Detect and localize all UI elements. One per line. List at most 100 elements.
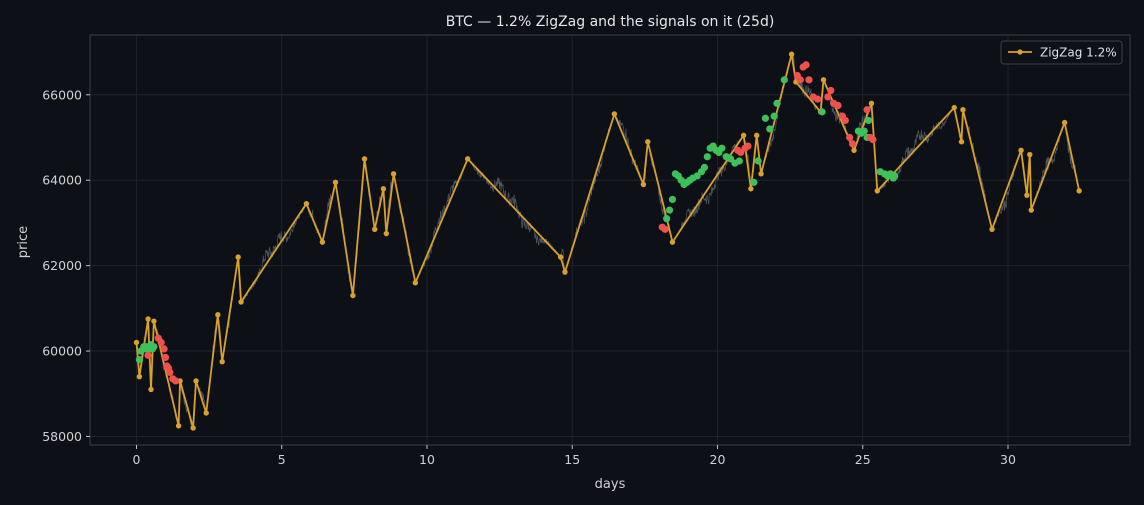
zigzag-pivot-point (640, 181, 647, 188)
zigzag-pivot-point (383, 230, 390, 237)
zigzag-pivot-point (820, 77, 827, 83)
zigzag-pivot-point (645, 139, 651, 145)
buy-signal-point (754, 157, 762, 165)
legend: ZigZag 1.2% (1000, 40, 1123, 65)
zigzag-pivot-point (960, 107, 966, 113)
y-tick-label: 64000 (42, 173, 82, 188)
zigzag-pivot-point (319, 239, 326, 245)
sell-signal-point (160, 345, 168, 353)
zigzag-pivot-point (611, 111, 618, 117)
zigzag-pivot-point (371, 226, 378, 233)
buy-signal-point (150, 343, 158, 351)
buy-signal-point (718, 144, 726, 152)
buy-signal-point (864, 116, 873, 125)
plot-area (90, 35, 1130, 445)
plot-frame (89, 34, 1131, 446)
zigzag-pivot-point (748, 186, 754, 192)
sell-signal-point (848, 140, 857, 148)
zigzag-pivot-point (215, 312, 221, 318)
zigzag-pivot-point (958, 139, 965, 145)
buy-signal-point (668, 195, 677, 204)
x-tick-label: 25 (855, 452, 871, 467)
zigzag-pivot-point (1027, 151, 1033, 158)
sell-signal-point (827, 86, 835, 95)
zigzag-pivot-point (754, 132, 760, 139)
sell-signal-point (172, 377, 180, 385)
buy-signal-point (665, 206, 674, 214)
buy-signal-point (735, 157, 743, 165)
buy-signal-point (891, 172, 899, 180)
sell-signal-point (824, 93, 832, 101)
buy-signal-point (761, 114, 770, 122)
buy-signal-point (663, 215, 671, 223)
y-tick-label: 58000 (42, 429, 82, 444)
zigzag-pivot-point (851, 147, 857, 154)
sell-signal-point (805, 76, 813, 84)
buy-signal-point (770, 112, 778, 120)
zigzag-pivot-point (562, 269, 568, 275)
zigzag-pivot-point (669, 239, 676, 245)
zigzag-line (135, 53, 1081, 429)
zigzag-pivot-point (1024, 192, 1030, 198)
x-tick-label: 0 (133, 452, 141, 467)
sell-signal-point (814, 95, 822, 103)
sell-signal-point (869, 136, 877, 144)
sell-signal-point (744, 142, 752, 150)
zigzag-pivot-point (412, 280, 419, 286)
zigzag-pivot-point (557, 254, 564, 260)
buy-signal-point (135, 355, 143, 364)
legend-zigzag-marker (1017, 49, 1023, 55)
zigzag-pivot-point (332, 179, 339, 186)
zigzag-pivot-point (235, 254, 241, 260)
sell-signal-point (802, 61, 810, 69)
sell-signal-point (834, 101, 842, 110)
zigzag-pivot-point (190, 425, 196, 431)
sell-signal-point (846, 133, 854, 142)
zigzag-pivot-point (136, 373, 143, 380)
zigzag-pivot-point (951, 104, 957, 111)
x-axis-label: days (595, 477, 626, 492)
zigzag-pivot-point (350, 292, 356, 299)
y-tick-label: 66000 (42, 87, 82, 102)
buy-signal-point (703, 153, 711, 161)
zigzag-pivot-point (148, 386, 154, 393)
zigzag-pivot-point (758, 171, 764, 177)
zigzag-pivot-point (1018, 147, 1024, 154)
zigzag-pivot-point (1028, 207, 1034, 213)
axes: 0 5 10 15 20 25 30 58000 60000 62000 64000 66000 (42, 34, 1131, 467)
sell-signal-point (144, 351, 152, 359)
sell-signal-point (161, 353, 170, 362)
zigzag-pivot-point (740, 132, 747, 139)
sell-signal-point (661, 225, 669, 233)
buy-signal-point (780, 76, 788, 84)
zigzag-pivot-point (868, 100, 875, 107)
legend-frame (1000, 40, 1123, 65)
zigzag-pivot-point (788, 51, 795, 57)
zigzag-pivot-point (203, 410, 209, 416)
x-tick-label: 10 (419, 452, 435, 467)
zigzag-pivot-point (1061, 119, 1068, 126)
chart-title: BTC — 1.2% ZigZag and the signals on it … (446, 14, 775, 30)
y-axis-label: price (16, 226, 31, 258)
zigzag-pivot-point (219, 359, 225, 365)
x-tick-label: 5 (278, 452, 286, 467)
x-tick-label: 20 (710, 452, 726, 467)
sell-signal-point (796, 76, 804, 84)
buy-signal-point (700, 163, 709, 171)
zigzag-pivot-point (989, 226, 995, 233)
sell-signal-point (166, 368, 174, 376)
legend-zigzag-label: ZigZag 1.2% (1040, 46, 1117, 60)
zigzag-pivot-point (464, 156, 471, 162)
buy-signal-point (750, 178, 758, 186)
zigzag-pivot-point (874, 188, 880, 194)
sell-signal-point (157, 338, 165, 347)
zigzag-pivot-point (193, 378, 199, 384)
sell-signal-point (841, 116, 849, 125)
zigzag-pivot-point (380, 186, 387, 192)
x-tick-label: 15 (564, 452, 580, 467)
x-tick-label: 30 (1000, 452, 1016, 467)
zigzag-pivot-point (361, 156, 368, 162)
sell-signal-point (863, 106, 871, 114)
buy-signal-point (818, 108, 826, 116)
